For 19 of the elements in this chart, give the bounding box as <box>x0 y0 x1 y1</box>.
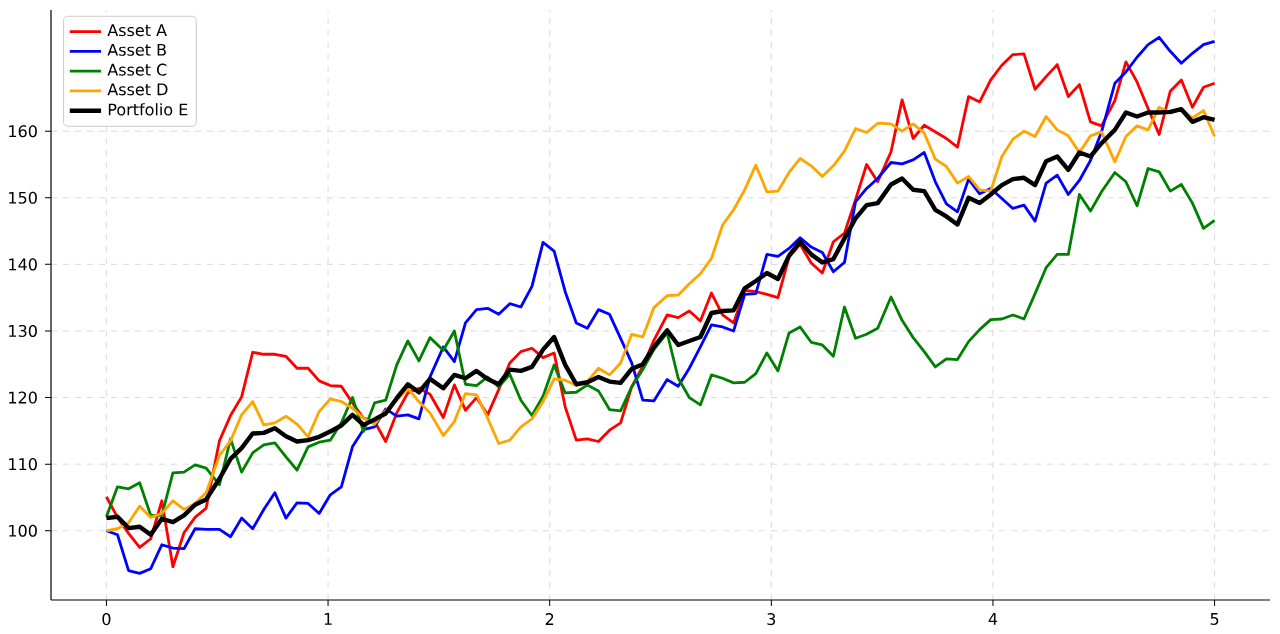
x-tick-label: 1 <box>324 613 332 625</box>
x-tick-label: 2 <box>545 613 554 625</box>
y-tick-label: 160 <box>9 125 37 138</box>
y-tick-label: 110 <box>9 458 37 471</box>
y-tick-label: 100 <box>9 524 37 537</box>
y-tick-label: 120 <box>9 391 37 404</box>
x-tick-label: 5 <box>1210 613 1219 625</box>
y-tick-label: 140 <box>9 258 37 271</box>
legend-label: Asset B <box>107 43 166 56</box>
legend-label: Asset D <box>107 83 168 96</box>
y-tick-label: 150 <box>9 191 37 204</box>
x-tick-label: 0 <box>102 613 111 626</box>
x-tick-label: 4 <box>988 613 998 625</box>
line-series <box>105 167 1216 519</box>
legend-label: Asset C <box>107 63 167 76</box>
y-tick-label: 130 <box>9 324 37 338</box>
legend-label: Portfolio E <box>108 103 188 116</box>
x-tick-label: 3 <box>767 613 776 626</box>
legend-label: Asset A <box>107 24 167 37</box>
